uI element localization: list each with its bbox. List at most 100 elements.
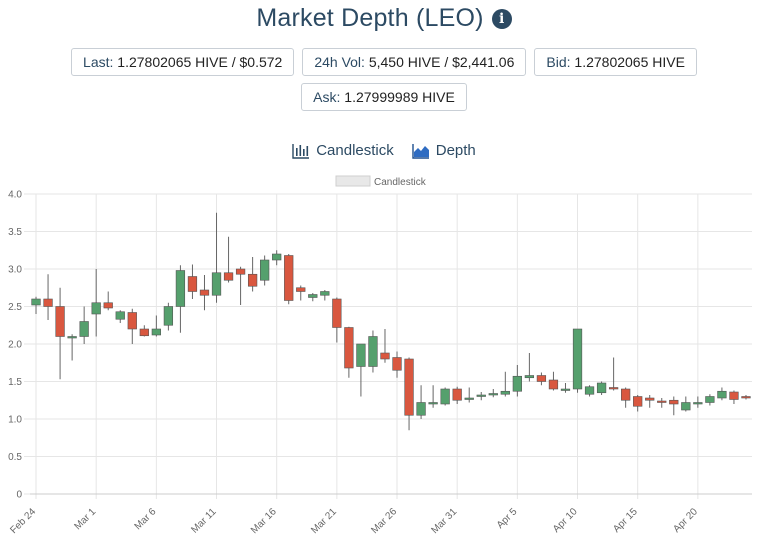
candle-body[interactable] [452,388,462,401]
candle [729,390,739,404]
candle-body[interactable] [247,273,258,287]
candle-body[interactable] [705,396,715,403]
candle-body[interactable] [308,294,318,298]
x-tick-label: Mar 6 [133,506,159,532]
candle [452,386,462,404]
candle-body[interactable] [476,394,486,397]
candle [284,254,294,305]
candle [392,351,402,378]
candle-body[interactable] [115,311,125,320]
candle-body[interactable] [272,253,282,261]
candlestick-toggle[interactable]: Candlestick [292,142,394,159]
candle [464,387,474,403]
stat-ask-label: Ask: [313,89,341,105]
candle-body[interactable] [380,352,390,360]
candle-body[interactable] [633,396,643,407]
candle-body[interactable] [596,382,607,394]
candle-body[interactable] [296,287,306,292]
candle-body[interactable] [260,259,270,281]
candle-body[interactable] [223,272,234,281]
candle-body[interactable] [127,312,137,330]
info-icon[interactable]: i [491,8,512,29]
candle-body[interactable] [536,375,547,382]
candle-body[interactable] [284,255,294,301]
candle [500,371,510,397]
y-tick-label: 4.0 [8,190,22,201]
candle [211,212,222,303]
candle-body[interactable] [657,400,667,403]
candle-body[interactable] [344,327,354,369]
candle-body[interactable] [524,375,535,379]
page-title: Market Depth (LEO) [256,4,484,32]
stat-vol-value: 5,450 HIVE / $2,441.06 [368,54,515,70]
stat-last-label: Last: [83,54,114,70]
candle-body[interactable] [91,302,101,315]
candle [488,389,498,398]
candle [416,385,426,419]
candle-body[interactable] [621,388,631,401]
candle-body[interactable] [43,298,53,307]
candle-body[interactable] [163,306,174,326]
candle-body[interactable] [669,399,679,405]
candle-body[interactable] [211,272,222,296]
candle-body[interactable] [717,390,727,399]
candle-body[interactable] [139,328,149,337]
candle-body[interactable] [560,388,571,391]
candle-body[interactable] [199,289,210,296]
candle-body[interactable] [320,291,330,296]
candle [79,306,89,344]
candle-body[interactable] [464,397,474,400]
candle-body[interactable] [693,402,703,405]
candle-body[interactable] [729,391,739,400]
candle [645,395,655,408]
candle-body[interactable] [416,402,426,416]
candle-body[interactable] [608,387,619,390]
chart-type-toggles: Candlestick Depth [0,142,768,159]
candle [741,395,751,400]
candle-body[interactable] [428,402,438,405]
candle-body[interactable] [151,328,161,336]
candle [115,310,125,323]
x-tick-label: Apr 20 [671,506,700,535]
candle-body[interactable] [500,390,510,395]
candle [657,398,667,408]
candle [163,302,174,331]
legend-label[interactable]: Candlestick [374,177,427,188]
y-tick-label: 0.5 [8,452,22,463]
candle-body[interactable] [67,336,77,339]
candle [428,385,438,408]
candle [247,257,258,292]
candle [512,365,522,397]
candle-body[interactable] [392,357,402,371]
candle-body[interactable] [79,321,89,337]
candle [536,372,547,386]
candle-body[interactable] [332,298,342,328]
candle-body[interactable] [103,302,113,309]
candle-body[interactable] [512,375,522,392]
candle-body[interactable] [55,306,65,337]
candle-body[interactable] [175,270,186,307]
candle-body[interactable] [741,396,751,399]
stat-bid: Bid: 1.27802065 HIVE [534,48,697,76]
candle-body[interactable] [31,298,41,306]
candle [187,264,198,299]
candle-body[interactable] [488,393,498,396]
candle [705,394,715,406]
candle-body[interactable] [368,336,378,367]
candle [55,287,65,380]
candle-body[interactable] [645,397,655,401]
candle-body[interactable] [681,402,691,411]
candle [404,357,414,431]
depth-toggle[interactable]: Depth [412,142,476,159]
candle-body[interactable] [548,379,559,390]
candle-body[interactable] [356,343,366,367]
candle-body[interactable] [440,388,450,405]
candle [633,395,643,412]
candle-body[interactable] [584,386,595,395]
candle [572,328,583,393]
candle-body[interactable] [572,328,583,390]
candle-body[interactable] [187,276,198,292]
candle-body[interactable] [404,358,414,416]
stat-ask-value: 1.27999989 HIVE [344,89,455,105]
candle-body[interactable] [235,268,246,275]
